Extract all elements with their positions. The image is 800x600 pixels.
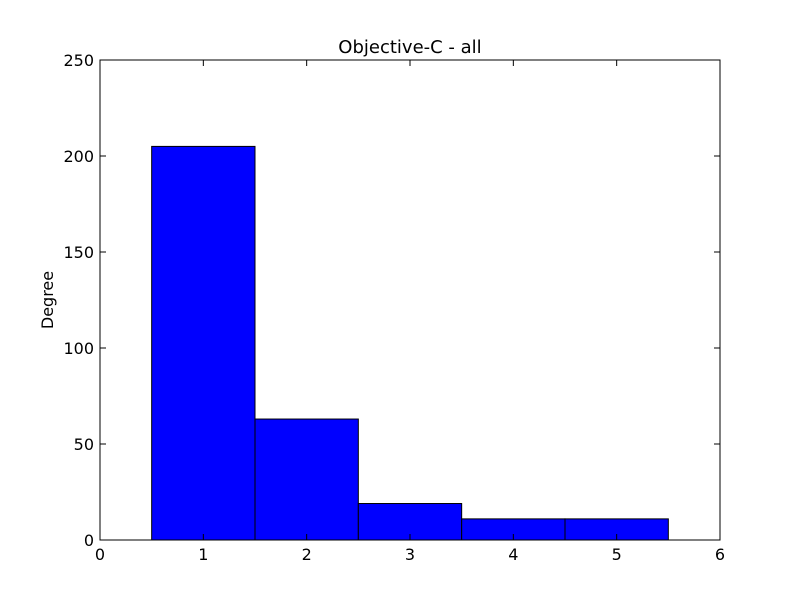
x-tick-label: 0 <box>95 545 105 564</box>
x-tick-label: 6 <box>715 545 725 564</box>
x-tick-label: 2 <box>302 545 312 564</box>
y-tick-label: 0 <box>84 531 94 550</box>
y-tick-label: 50 <box>74 435 94 454</box>
y-tick-label: 100 <box>63 339 94 358</box>
x-tick-label: 5 <box>612 545 622 564</box>
y-tick-label: 250 <box>63 51 94 70</box>
x-tick-label: 1 <box>198 545 208 564</box>
x-tick-label: 3 <box>405 545 415 564</box>
y-axis-label: Degree <box>38 271 57 329</box>
y-tick-label: 150 <box>63 243 94 262</box>
x-tick-label: 4 <box>508 545 518 564</box>
bar <box>151 145 256 541</box>
chart-title: Objective-C - all <box>338 37 481 58</box>
bar <box>254 418 359 541</box>
bar <box>357 503 463 541</box>
y-tick-label: 200 <box>63 147 94 166</box>
